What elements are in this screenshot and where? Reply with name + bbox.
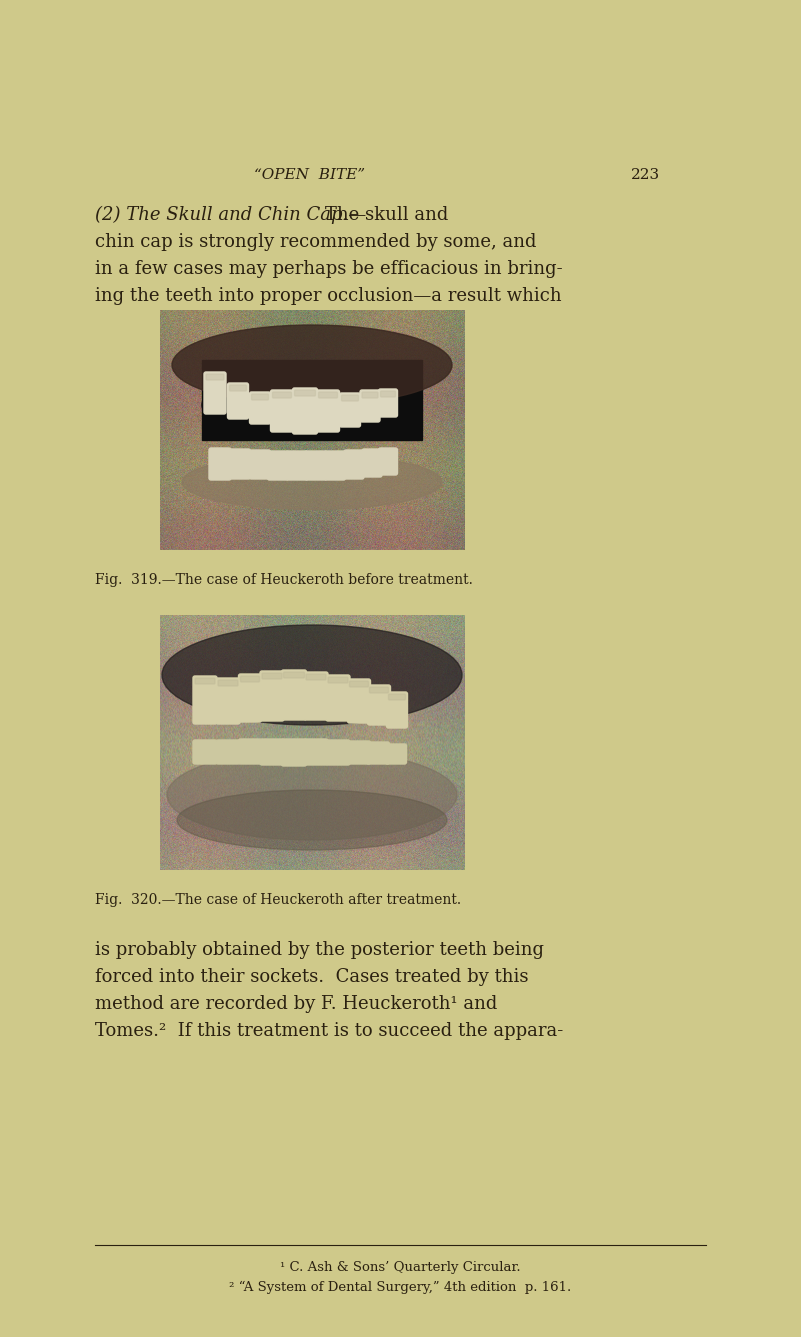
FancyBboxPatch shape [385, 743, 406, 763]
FancyBboxPatch shape [240, 677, 260, 682]
FancyBboxPatch shape [348, 741, 371, 763]
Ellipse shape [177, 790, 447, 850]
FancyBboxPatch shape [260, 739, 284, 765]
FancyBboxPatch shape [218, 681, 238, 686]
FancyBboxPatch shape [281, 670, 307, 721]
Ellipse shape [167, 750, 457, 840]
FancyBboxPatch shape [348, 679, 371, 723]
Text: is probably obtained by the posterior teeth being: is probably obtained by the posterior te… [95, 941, 544, 959]
FancyBboxPatch shape [326, 675, 350, 721]
FancyBboxPatch shape [344, 451, 364, 479]
Text: chin cap is strongly recommended by some, and: chin cap is strongly recommended by some… [95, 233, 537, 251]
Ellipse shape [202, 370, 422, 440]
FancyBboxPatch shape [195, 678, 215, 685]
FancyBboxPatch shape [328, 677, 348, 683]
FancyBboxPatch shape [286, 451, 308, 480]
FancyBboxPatch shape [204, 372, 226, 414]
FancyBboxPatch shape [249, 451, 271, 479]
FancyBboxPatch shape [349, 681, 368, 687]
FancyBboxPatch shape [262, 673, 282, 679]
FancyBboxPatch shape [316, 390, 340, 432]
FancyBboxPatch shape [239, 674, 261, 722]
FancyBboxPatch shape [260, 671, 284, 721]
FancyBboxPatch shape [292, 388, 317, 435]
FancyBboxPatch shape [369, 687, 388, 693]
FancyBboxPatch shape [230, 449, 251, 479]
FancyBboxPatch shape [230, 385, 247, 390]
FancyBboxPatch shape [209, 448, 231, 480]
FancyBboxPatch shape [284, 673, 304, 678]
Text: 223: 223 [630, 168, 659, 182]
FancyBboxPatch shape [249, 392, 271, 424]
FancyBboxPatch shape [368, 685, 391, 725]
FancyBboxPatch shape [326, 739, 350, 765]
FancyBboxPatch shape [306, 674, 326, 681]
FancyBboxPatch shape [362, 449, 382, 477]
FancyBboxPatch shape [227, 382, 248, 418]
FancyBboxPatch shape [239, 739, 261, 763]
Text: ² “A System of Dental Surgery,” 4th edition  p. 161.: ² “A System of Dental Surgery,” 4th edit… [229, 1281, 571, 1294]
FancyBboxPatch shape [388, 694, 405, 701]
Ellipse shape [162, 624, 462, 725]
FancyBboxPatch shape [295, 390, 316, 396]
FancyBboxPatch shape [360, 390, 380, 422]
FancyBboxPatch shape [193, 677, 217, 725]
Text: method are recorded by F. Heuckeroth¹ and: method are recorded by F. Heuckeroth¹ an… [95, 995, 497, 1013]
FancyBboxPatch shape [387, 693, 408, 729]
Text: ing the teeth into proper occlusion—a result which: ing the teeth into proper occlusion—a re… [95, 287, 562, 305]
FancyBboxPatch shape [206, 374, 224, 380]
FancyBboxPatch shape [379, 389, 397, 417]
FancyBboxPatch shape [268, 451, 288, 480]
FancyBboxPatch shape [252, 394, 268, 400]
Text: Fig.  320.—The case of Heuckeroth after treatment.: Fig. 320.—The case of Heuckeroth after t… [95, 893, 461, 906]
FancyBboxPatch shape [324, 451, 345, 480]
FancyBboxPatch shape [281, 739, 307, 766]
FancyBboxPatch shape [319, 392, 337, 398]
Text: Tomes.²  If this treatment is to succeed the appara-: Tomes.² If this treatment is to succeed … [95, 1021, 563, 1040]
Text: “OPEN  BITE”: “OPEN BITE” [255, 168, 365, 182]
Text: Fig.  319.—The case of Heuckeroth before treatment.: Fig. 319.—The case of Heuckeroth before … [95, 574, 473, 587]
Bar [202, 360, 422, 440]
FancyBboxPatch shape [305, 451, 327, 480]
FancyBboxPatch shape [379, 448, 397, 475]
Text: (2) The Skull and Chin Cap.—: (2) The Skull and Chin Cap.— [95, 206, 366, 225]
FancyBboxPatch shape [271, 390, 293, 432]
FancyBboxPatch shape [380, 390, 396, 397]
FancyBboxPatch shape [304, 739, 328, 765]
FancyBboxPatch shape [341, 394, 359, 401]
FancyBboxPatch shape [216, 739, 240, 763]
Text: in a few cases may perhaps be efficacious in bring-: in a few cases may perhaps be efficaciou… [95, 259, 562, 278]
FancyBboxPatch shape [216, 678, 240, 725]
FancyBboxPatch shape [193, 739, 217, 763]
Ellipse shape [182, 455, 442, 509]
Ellipse shape [172, 325, 452, 405]
FancyBboxPatch shape [367, 742, 389, 763]
Text: The skull and: The skull and [325, 206, 449, 225]
FancyBboxPatch shape [362, 392, 378, 398]
Text: forced into their sockets.  Cases treated by this: forced into their sockets. Cases treated… [95, 968, 529, 985]
FancyBboxPatch shape [304, 673, 328, 721]
FancyBboxPatch shape [340, 393, 360, 427]
FancyBboxPatch shape [272, 392, 292, 398]
Text: ¹ C. Ash & Sons’ Quarterly Circular.: ¹ C. Ash & Sons’ Quarterly Circular. [280, 1261, 521, 1274]
